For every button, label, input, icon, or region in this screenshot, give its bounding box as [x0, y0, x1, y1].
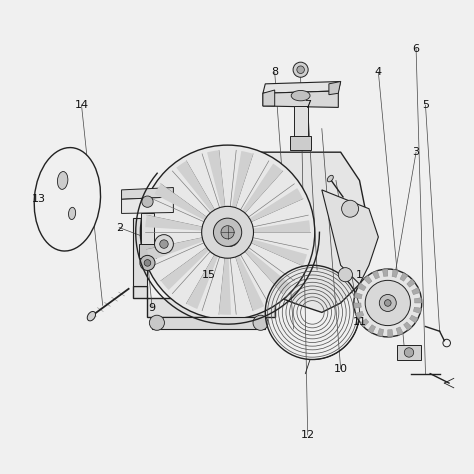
Text: 4: 4 — [375, 67, 382, 77]
Circle shape — [404, 348, 414, 357]
Ellipse shape — [69, 207, 76, 219]
Text: 13: 13 — [32, 194, 46, 204]
Text: 2: 2 — [116, 223, 123, 233]
Wedge shape — [407, 279, 415, 287]
Polygon shape — [246, 152, 369, 312]
Polygon shape — [263, 91, 338, 108]
Circle shape — [160, 240, 168, 248]
Wedge shape — [231, 151, 253, 212]
Circle shape — [201, 206, 254, 258]
Text: 6: 6 — [412, 44, 419, 54]
Wedge shape — [147, 237, 208, 261]
Polygon shape — [139, 244, 156, 258]
Polygon shape — [263, 90, 275, 106]
Wedge shape — [239, 164, 283, 217]
Wedge shape — [364, 275, 372, 284]
Polygon shape — [121, 188, 173, 199]
Wedge shape — [207, 150, 225, 212]
Circle shape — [365, 280, 410, 326]
Text: 15: 15 — [202, 270, 216, 280]
Circle shape — [221, 226, 234, 239]
Text: 12: 12 — [301, 430, 315, 440]
Text: 11: 11 — [353, 317, 366, 327]
Wedge shape — [360, 319, 369, 327]
Circle shape — [213, 218, 242, 246]
Polygon shape — [322, 190, 378, 284]
Wedge shape — [248, 220, 310, 232]
Ellipse shape — [34, 147, 100, 251]
Circle shape — [297, 66, 304, 73]
Wedge shape — [373, 271, 380, 279]
Polygon shape — [263, 82, 341, 93]
Wedge shape — [403, 322, 412, 330]
Wedge shape — [234, 251, 264, 311]
Wedge shape — [396, 327, 403, 335]
Text: 8: 8 — [271, 67, 278, 77]
Wedge shape — [368, 325, 375, 333]
Polygon shape — [121, 197, 173, 213]
Ellipse shape — [327, 175, 333, 182]
Polygon shape — [397, 346, 421, 359]
Text: 9: 9 — [149, 303, 156, 313]
Polygon shape — [133, 286, 275, 317]
Circle shape — [155, 235, 173, 254]
Wedge shape — [219, 254, 231, 315]
Circle shape — [142, 196, 153, 207]
Wedge shape — [388, 329, 393, 337]
Circle shape — [379, 294, 396, 311]
Wedge shape — [356, 311, 364, 319]
Wedge shape — [354, 292, 362, 299]
Wedge shape — [246, 188, 303, 224]
Wedge shape — [412, 288, 420, 295]
Wedge shape — [383, 269, 388, 276]
Wedge shape — [145, 215, 207, 231]
Circle shape — [354, 269, 422, 337]
Wedge shape — [400, 273, 408, 281]
Circle shape — [342, 200, 358, 217]
Circle shape — [144, 260, 151, 266]
Wedge shape — [357, 283, 366, 291]
Wedge shape — [377, 328, 383, 337]
Text: 10: 10 — [334, 364, 347, 374]
Polygon shape — [329, 82, 341, 95]
Wedge shape — [392, 269, 398, 277]
Wedge shape — [354, 303, 361, 308]
Wedge shape — [410, 315, 418, 323]
Circle shape — [338, 268, 353, 282]
Text: 5: 5 — [422, 100, 429, 110]
Circle shape — [253, 315, 268, 330]
Circle shape — [293, 62, 308, 77]
Text: 3: 3 — [412, 147, 419, 157]
Polygon shape — [152, 317, 265, 329]
Wedge shape — [413, 307, 421, 313]
Ellipse shape — [87, 311, 96, 321]
Polygon shape — [141, 213, 154, 244]
Polygon shape — [293, 106, 308, 136]
Wedge shape — [176, 161, 217, 216]
Ellipse shape — [291, 91, 310, 101]
Circle shape — [384, 300, 391, 306]
Wedge shape — [186, 251, 220, 309]
Circle shape — [220, 228, 239, 246]
Wedge shape — [161, 245, 212, 290]
Wedge shape — [247, 238, 307, 266]
Wedge shape — [155, 184, 210, 222]
Polygon shape — [133, 218, 147, 286]
Circle shape — [140, 255, 155, 271]
Polygon shape — [290, 136, 311, 150]
Wedge shape — [414, 298, 422, 303]
Text: 7: 7 — [304, 100, 311, 110]
Circle shape — [149, 315, 164, 330]
Ellipse shape — [57, 172, 68, 190]
Wedge shape — [242, 246, 291, 293]
Text: 1: 1 — [356, 270, 363, 280]
Circle shape — [140, 145, 315, 319]
Circle shape — [210, 243, 221, 255]
Text: 14: 14 — [74, 100, 89, 110]
